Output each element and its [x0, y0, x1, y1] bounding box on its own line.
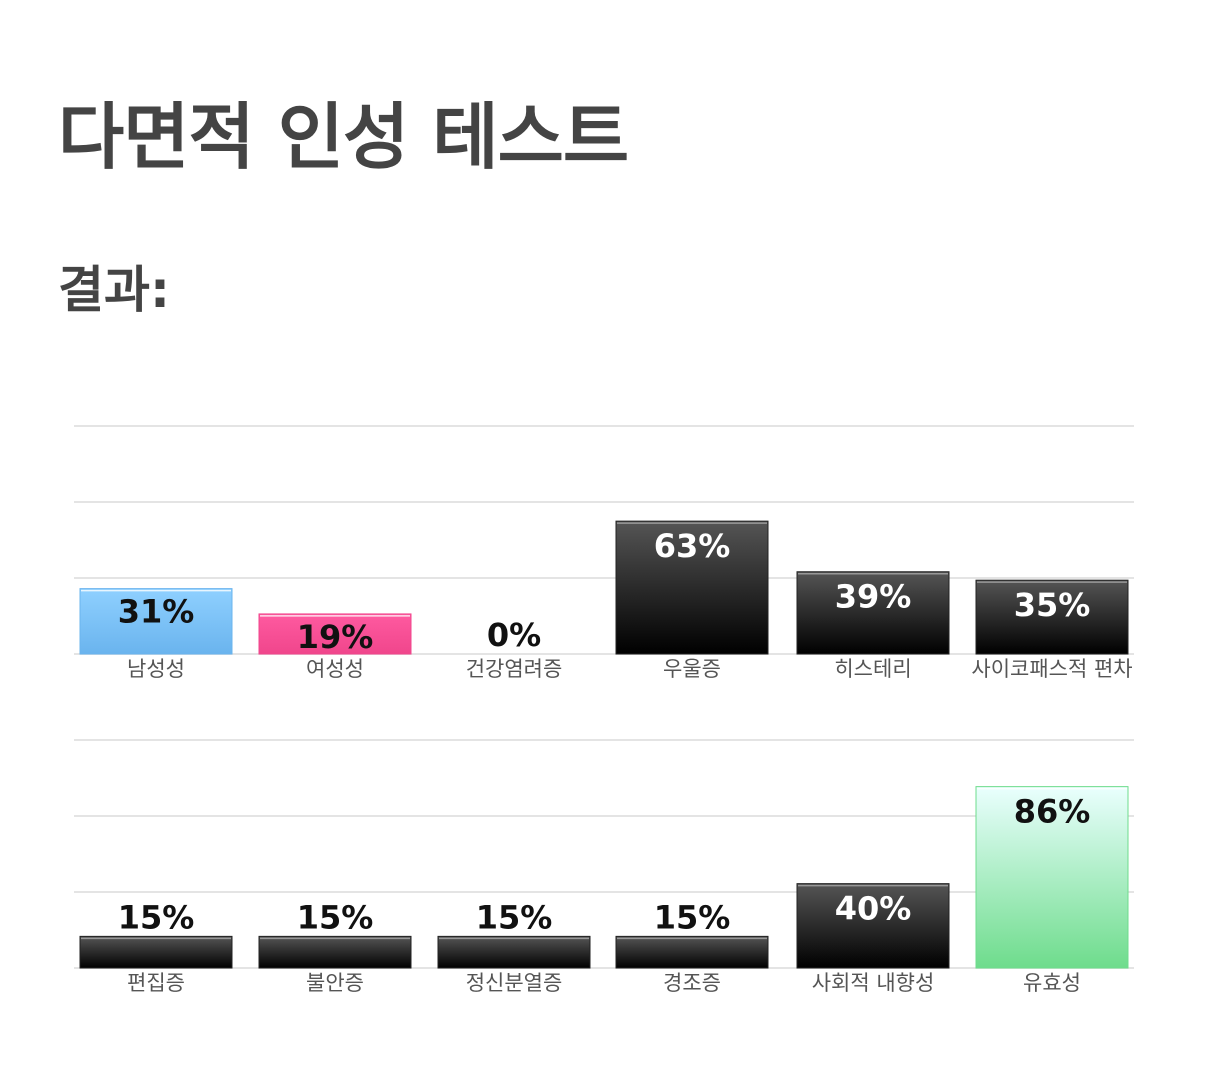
category-label: 우울증: [663, 657, 721, 681]
category-label: 남성성: [127, 657, 185, 681]
category-label: 히스테리: [834, 657, 911, 681]
category-label: 사회적 내향성: [812, 971, 935, 995]
category-label: 불안증: [306, 971, 364, 995]
bar: [975, 579, 1129, 655]
bar: [258, 935, 412, 969]
bar-value-label: 35%: [1014, 586, 1091, 624]
bar-value-label: 15%: [654, 898, 731, 936]
bar: [437, 935, 591, 969]
bar: [615, 935, 769, 969]
bar: [79, 935, 233, 969]
category-label: 건강염려증: [466, 657, 563, 681]
category-label: 여성성: [306, 657, 364, 681]
bar-value-label: 15%: [476, 898, 553, 936]
category-label: 편집증: [127, 971, 185, 995]
result-heading: 결과:: [58, 261, 170, 319]
bar: [79, 588, 233, 655]
bar: [975, 786, 1129, 969]
bar-value-label: 40%: [835, 890, 912, 928]
bar: [615, 520, 769, 655]
bar-value-label: 15%: [118, 898, 195, 936]
bar-value-label: 31%: [118, 593, 195, 631]
bar-value-label: 15%: [297, 898, 374, 936]
bar-value-label: 63%: [654, 527, 731, 565]
bar: [796, 571, 950, 655]
bar-value-label: 0%: [487, 616, 541, 654]
category-label: 유효성: [1023, 971, 1081, 995]
category-label: 사이코패스적 편차: [971, 657, 1132, 681]
bar-value-label: 39%: [835, 578, 912, 616]
bar-value-label: 19%: [297, 618, 374, 656]
bar: [258, 613, 412, 655]
bar: [796, 883, 950, 969]
page-title: 다면적 인성 테스트: [58, 95, 629, 179]
bar-value-label: 86%: [1014, 793, 1091, 831]
category-label: 정신분열증: [466, 971, 563, 995]
category-label: 경조증: [663, 971, 721, 995]
